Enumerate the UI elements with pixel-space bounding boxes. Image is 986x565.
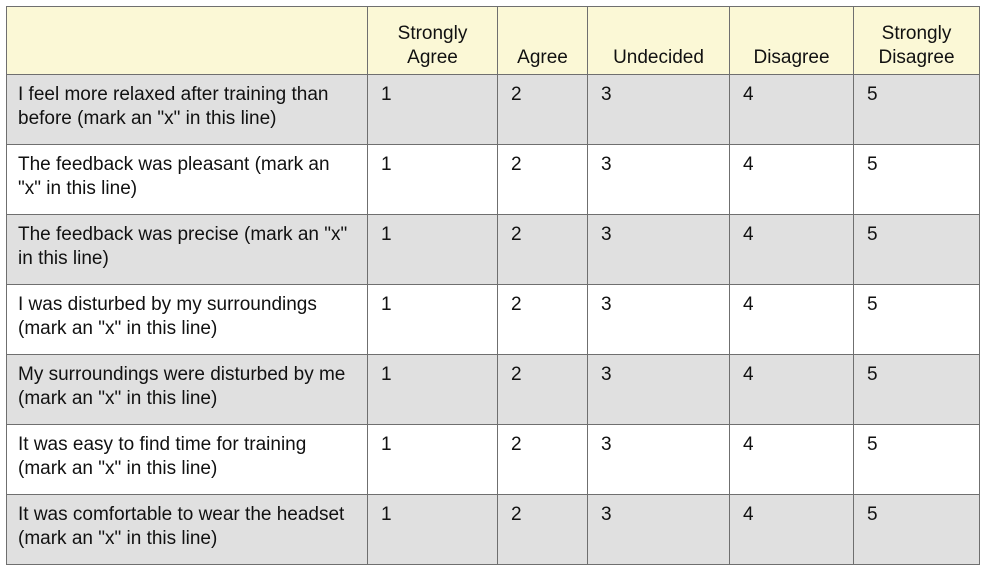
- statement-cell: I feel more relaxed after training than …: [6, 74, 368, 145]
- option-disagree[interactable]: 4: [729, 144, 854, 215]
- option-strongly-disagree[interactable]: 5: [853, 494, 980, 565]
- header-strongly-agree: Strongly Agree: [367, 6, 498, 75]
- option-strongly-agree[interactable]: 1: [367, 74, 498, 145]
- option-disagree[interactable]: 4: [729, 494, 854, 565]
- option-disagree[interactable]: 4: [729, 214, 854, 285]
- option-undecided[interactable]: 3: [587, 214, 730, 285]
- table-row: The feedback was precise (mark an "x" in…: [6, 214, 980, 285]
- option-agree[interactable]: 2: [497, 494, 588, 565]
- option-disagree[interactable]: 4: [729, 74, 854, 145]
- table-row: I was disturbed by my surroundings (mark…: [6, 284, 980, 355]
- option-strongly-disagree[interactable]: 5: [853, 74, 980, 145]
- option-strongly-agree[interactable]: 1: [367, 494, 498, 565]
- option-agree[interactable]: 2: [497, 74, 588, 145]
- option-strongly-disagree[interactable]: 5: [853, 214, 980, 285]
- option-strongly-disagree[interactable]: 5: [853, 424, 980, 495]
- option-strongly-agree[interactable]: 1: [367, 284, 498, 355]
- option-disagree[interactable]: 4: [729, 284, 854, 355]
- header-statement: [6, 6, 368, 75]
- option-strongly-agree[interactable]: 1: [367, 424, 498, 495]
- option-agree[interactable]: 2: [497, 284, 588, 355]
- option-agree[interactable]: 2: [497, 214, 588, 285]
- header-row: Strongly Agree Agree Undecided Disagree …: [6, 6, 980, 75]
- option-agree[interactable]: 2: [497, 424, 588, 495]
- statement-cell: It was easy to find time for training (m…: [6, 424, 368, 495]
- likert-survey-table: Strongly Agree Agree Undecided Disagree …: [6, 6, 980, 565]
- option-strongly-disagree[interactable]: 5: [853, 354, 980, 425]
- option-strongly-agree[interactable]: 1: [367, 144, 498, 215]
- header-undecided: Undecided: [587, 6, 730, 75]
- option-strongly-disagree[interactable]: 5: [853, 144, 980, 215]
- table-row: I feel more relaxed after training than …: [6, 74, 980, 145]
- header-disagree: Disagree: [729, 6, 854, 75]
- header-agree: Agree: [497, 6, 588, 75]
- option-strongly-disagree[interactable]: 5: [853, 284, 980, 355]
- option-agree[interactable]: 2: [497, 144, 588, 215]
- table-row: My surroundings were disturbed by me (ma…: [6, 354, 980, 425]
- table-row: It was comfortable to wear the headset (…: [6, 494, 980, 565]
- option-agree[interactable]: 2: [497, 354, 588, 425]
- statement-cell: It was comfortable to wear the headset (…: [6, 494, 368, 565]
- table-row: It was easy to find time for training (m…: [6, 424, 980, 495]
- option-undecided[interactable]: 3: [587, 354, 730, 425]
- statement-cell: The feedback was pleasant (mark an "x" i…: [6, 144, 368, 215]
- option-strongly-agree[interactable]: 1: [367, 214, 498, 285]
- statement-cell: The feedback was precise (mark an "x" in…: [6, 214, 368, 285]
- statement-cell: My surroundings were disturbed by me (ma…: [6, 354, 368, 425]
- option-disagree[interactable]: 4: [729, 354, 854, 425]
- statement-cell: I was disturbed by my surroundings (mark…: [6, 284, 368, 355]
- option-strongly-agree[interactable]: 1: [367, 354, 498, 425]
- header-strongly-disagree: Strongly Disagree: [853, 6, 980, 75]
- option-undecided[interactable]: 3: [587, 424, 730, 495]
- table-row: The feedback was pleasant (mark an "x" i…: [6, 144, 980, 215]
- option-undecided[interactable]: 3: [587, 494, 730, 565]
- option-undecided[interactable]: 3: [587, 144, 730, 215]
- option-undecided[interactable]: 3: [587, 74, 730, 145]
- option-disagree[interactable]: 4: [729, 424, 854, 495]
- option-undecided[interactable]: 3: [587, 284, 730, 355]
